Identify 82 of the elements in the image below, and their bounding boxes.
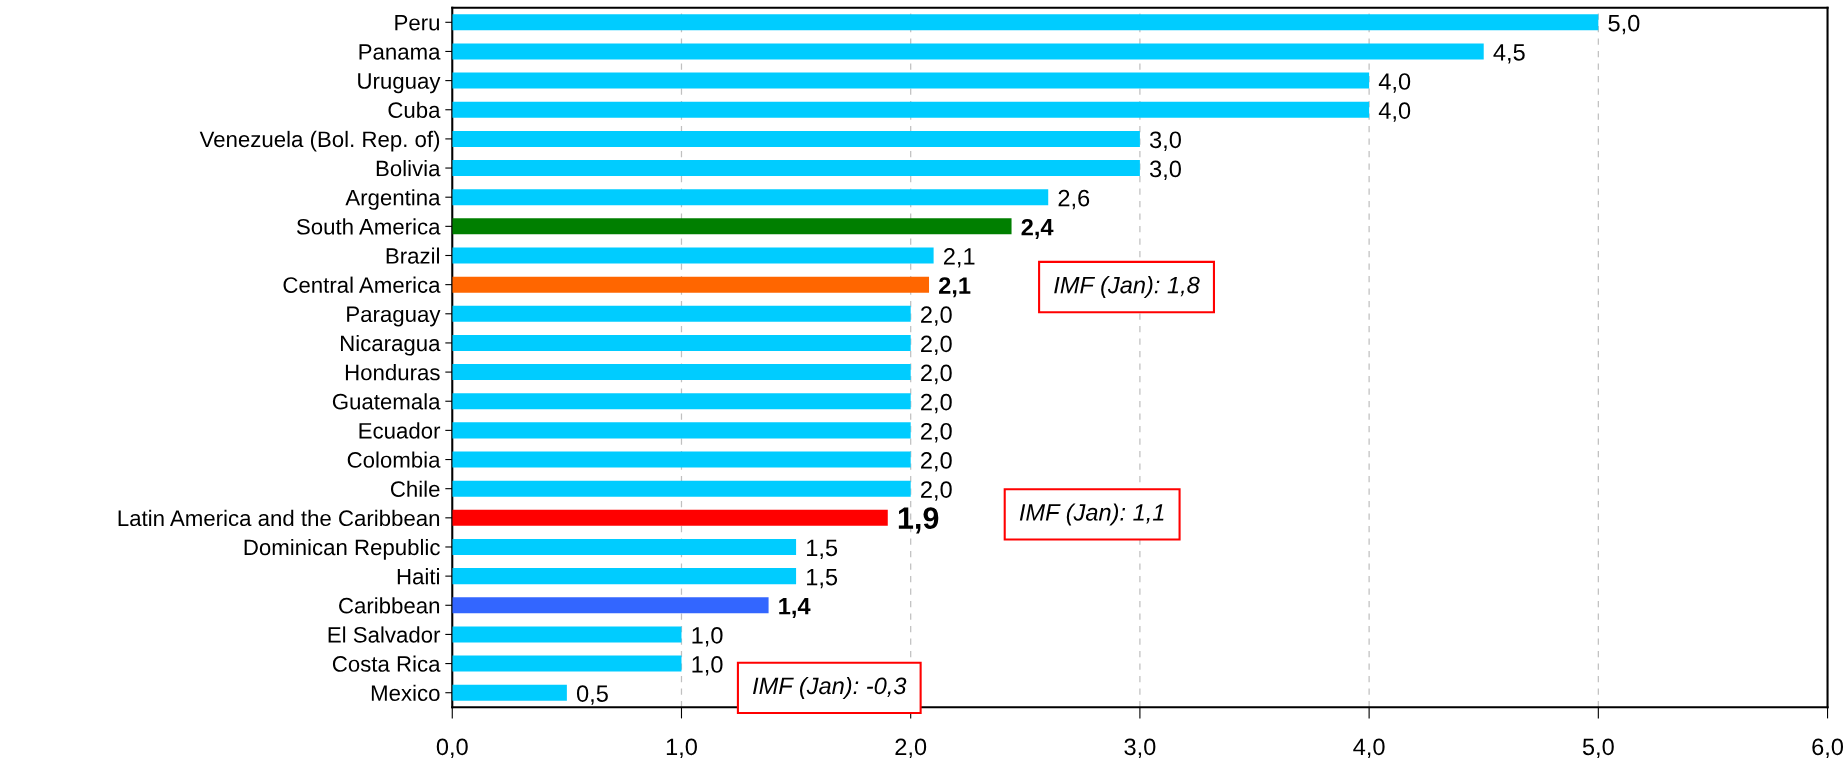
- data-label: 0,5: [576, 685, 608, 705]
- bar: [452, 14, 1599, 31]
- y-tick-label: Bolivia: [376, 159, 441, 177]
- bar: [452, 101, 1370, 118]
- bar: [452, 655, 682, 672]
- bar: [452, 247, 934, 264]
- y-tick-label: Brazil: [386, 247, 439, 264]
- y-tick-label: Honduras: [345, 364, 440, 381]
- x-tick-label: 1,0: [666, 738, 697, 758]
- x-tick-label: 4,0: [1353, 738, 1385, 758]
- bar: [452, 393, 911, 410]
- bar: [452, 509, 888, 526]
- y-tick-label: Costa Rica: [332, 655, 441, 672]
- bar: [452, 72, 1370, 89]
- data-label: 4,0: [1378, 73, 1411, 93]
- y-tick-label: Guatemala: [332, 393, 441, 410]
- bar: [452, 568, 797, 585]
- y-tick-label: Uruguay: [358, 73, 441, 94]
- data-label: 1,9: [898, 507, 939, 534]
- data-label: 2,0: [921, 364, 952, 385]
- annotation: IMF (Jan): 1,1: [1019, 503, 1164, 526]
- y-tick-label: El Salvador: [328, 626, 441, 643]
- y-tick-label: Nicaragua: [341, 334, 441, 356]
- data-label: 2,1: [939, 277, 971, 298]
- annotation: IMF (Jan): 1,8: [1054, 276, 1200, 299]
- data-label: 2,0: [921, 422, 952, 443]
- y-tick-label: Caribbean: [339, 597, 440, 614]
- data-label: 3,0: [1149, 160, 1181, 181]
- y-tick-label: South America: [296, 218, 441, 235]
- y-tick-label: Venezuela (Bol. Rep. of): [199, 130, 440, 152]
- bar: [452, 480, 911, 497]
- bar: [452, 334, 911, 351]
- y-tick-label: Ecuador: [359, 422, 441, 439]
- bar: [452, 422, 911, 439]
- bar: [452, 130, 1140, 147]
- x-tick-label: 6,0: [1812, 738, 1844, 758]
- data-label: 2,0: [921, 481, 952, 501]
- data-label: 2,1: [943, 248, 975, 268]
- x-tick-label: 0,0: [436, 738, 468, 758]
- bar: [452, 684, 567, 701]
- data-label: 2,4: [1021, 218, 1054, 240]
- y-tick-label: Argentina: [345, 189, 441, 210]
- data-label: 4,0: [1378, 102, 1411, 122]
- data-label: 2,0: [921, 306, 952, 326]
- y-tick-label: Panama: [359, 44, 441, 60]
- bar: [452, 160, 1140, 177]
- data-label: 4,5: [1493, 44, 1525, 64]
- x-tick-label: 3,0: [1124, 738, 1156, 758]
- bar: [452, 43, 1484, 60]
- y-tick-label: Colombia: [347, 451, 441, 468]
- data-label: 1,5: [807, 539, 838, 560]
- bar: [452, 626, 682, 643]
- bar: [452, 538, 797, 555]
- x-tick-label: 5,0: [1582, 738, 1614, 758]
- y-tick-label: Latin America and the Caribbean: [118, 509, 440, 527]
- bar: [452, 218, 1012, 235]
- y-tick-label: Paraguay: [347, 306, 441, 327]
- data-label: 2,0: [921, 335, 952, 355]
- y-tick-label: Central America: [283, 276, 441, 293]
- data-label: 1,0: [692, 626, 723, 647]
- data-label: 1,0: [692, 656, 723, 676]
- bar: [452, 276, 930, 293]
- data-label: 2,6: [1058, 189, 1090, 210]
- data-label: 1,5: [807, 568, 838, 589]
- data-label: 2,0: [921, 393, 952, 414]
- y-tick-label: Dominican Republic: [244, 538, 440, 560]
- y-tick-label: Peru: [395, 15, 439, 31]
- annotation: IMF (Jan): -0,3: [753, 676, 907, 699]
- y-tick-label: Mexico: [371, 684, 440, 701]
- x-tick-label: 2,0: [895, 738, 927, 758]
- bar: [452, 597, 769, 614]
- bar: [452, 305, 911, 322]
- data-label: 2,0: [921, 452, 952, 472]
- data-label: 1,4: [779, 598, 811, 618]
- y-tick-label: Cuba: [388, 101, 441, 119]
- bar: [452, 364, 911, 381]
- bar: [452, 189, 1049, 206]
- data-label: 3,0: [1149, 131, 1181, 151]
- bar: [452, 451, 911, 468]
- y-tick-label: Chile: [390, 480, 440, 497]
- y-tick-label: Haiti: [397, 568, 439, 585]
- data-label: 5,0: [1608, 14, 1640, 35]
